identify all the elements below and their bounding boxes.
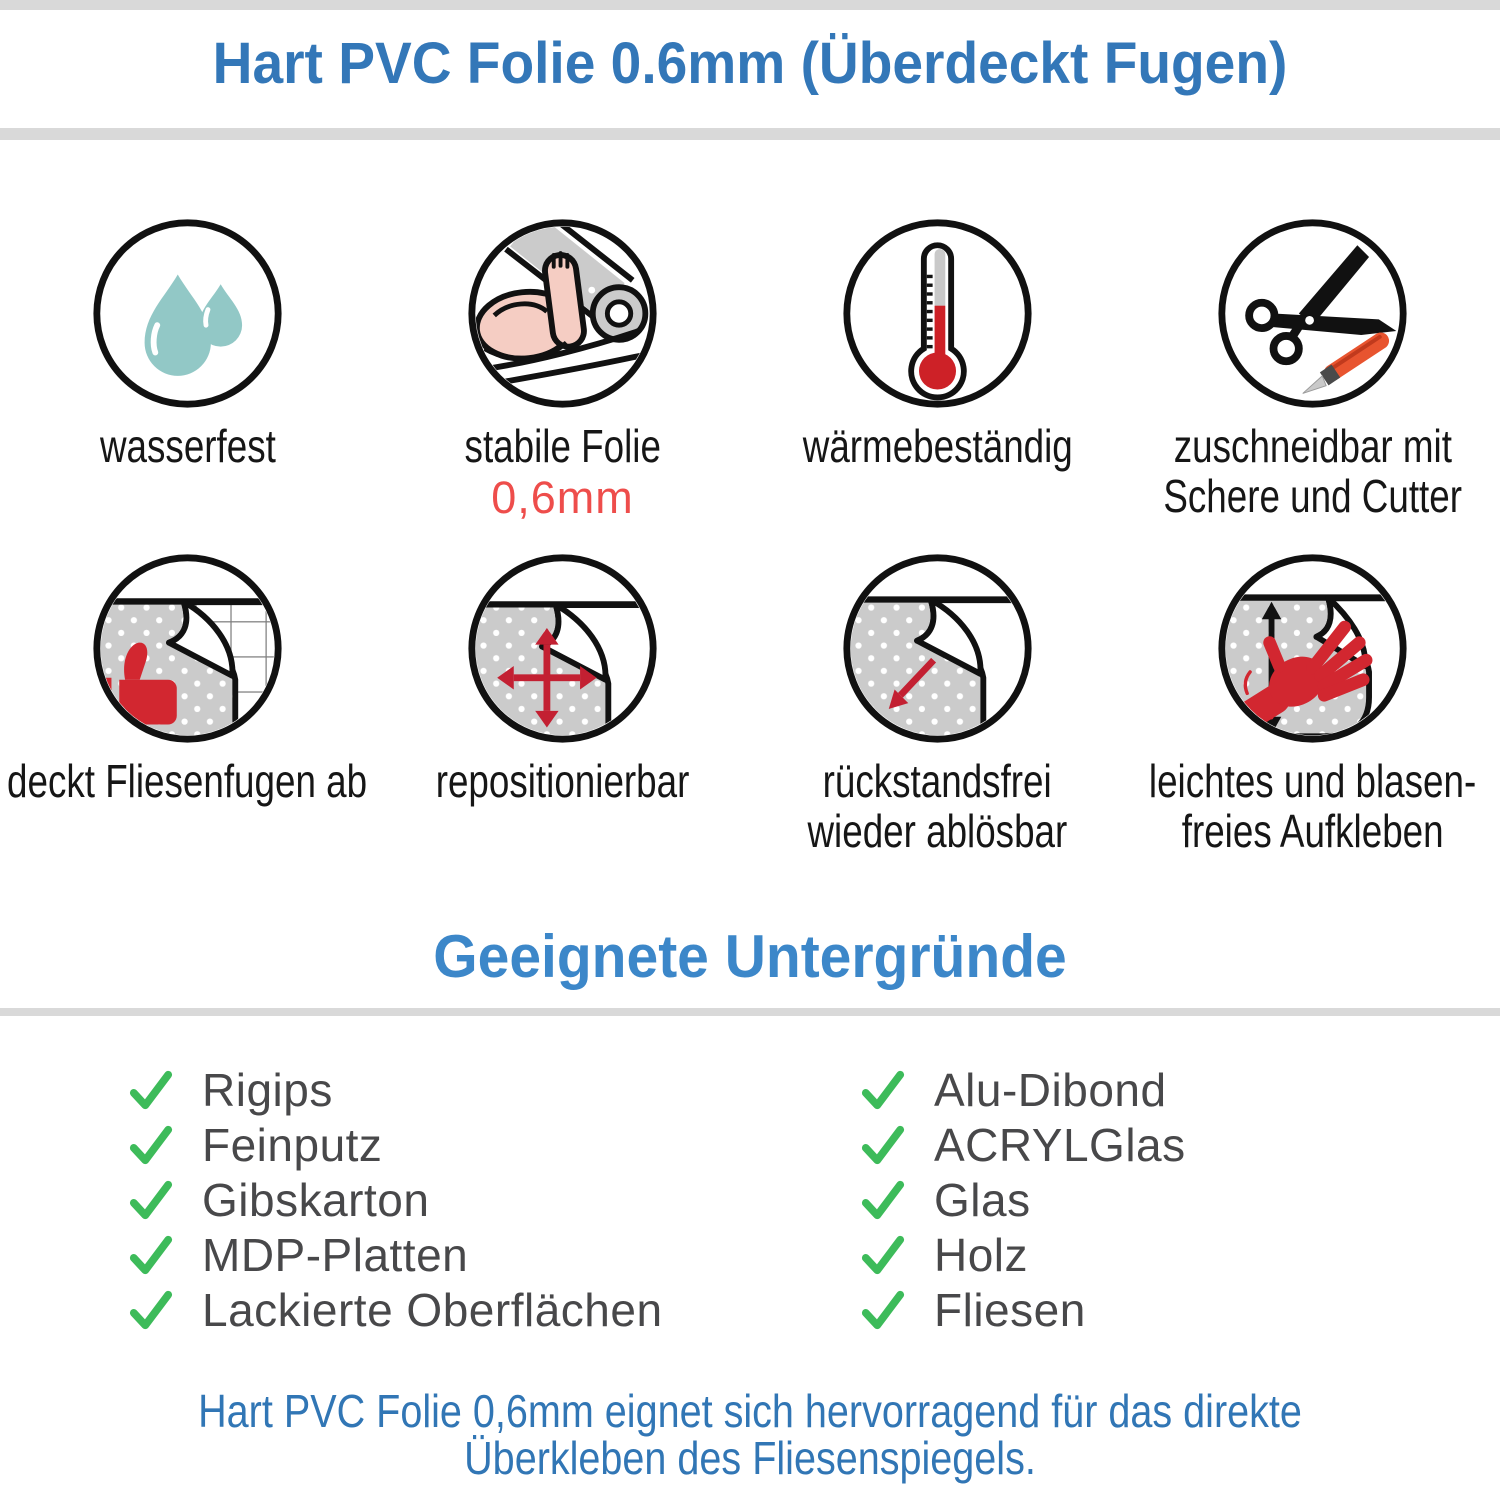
list-item: Alu-Dibond xyxy=(860,1062,1186,1117)
list-item: Fliesen xyxy=(860,1282,1186,1337)
divider-bar-under-heading xyxy=(0,1008,1500,1016)
water-drops-icon xyxy=(93,219,282,408)
list-item-label: ACRYLGlas xyxy=(934,1118,1186,1171)
feature-repositionierbar: repositionierbar xyxy=(375,523,750,856)
feature-grid: wasserfest xyxy=(0,150,1500,856)
substrates-column-left: Rigips Feinputz Gibskarton MDP-Platten L… xyxy=(128,1062,663,1337)
peel-off-arrow-icon xyxy=(843,554,1032,743)
list-item: Lackierte Oberflächen xyxy=(128,1282,663,1337)
check-icon xyxy=(861,1290,905,1329)
check-icon xyxy=(129,1125,173,1164)
check-icon xyxy=(861,1180,905,1219)
page-title: Hart PVC Folie 0.6mm (Überdeckt Fugen) xyxy=(212,31,1288,96)
feature-wasserfest: wasserfest xyxy=(0,150,375,523)
feature-leichtes-aufkleben: leichtes und blasen- freies Aufkleben xyxy=(1125,523,1500,856)
list-item: Gibskarton xyxy=(128,1172,663,1227)
feature-caption: leichtes und blasen- xyxy=(1148,755,1477,807)
list-item: Holz xyxy=(860,1227,1186,1282)
list-item-label: Fliesen xyxy=(934,1283,1086,1336)
check-icon xyxy=(861,1235,905,1274)
check-icon xyxy=(861,1070,905,1109)
list-item-label: Holz xyxy=(934,1228,1029,1281)
list-item-label: Glas xyxy=(934,1173,1031,1226)
list-item: MDP-Platten xyxy=(128,1227,663,1282)
feature-caption: repositionierbar xyxy=(435,755,690,807)
feature-caption: wieder ablösbar xyxy=(807,805,1068,857)
strong-arm-foil-roll-icon xyxy=(468,219,657,408)
feature-caption: freies Aufkleben xyxy=(1181,805,1444,857)
feature-caption: wasserfest xyxy=(99,420,276,472)
feature-waermebestaendig: wärmebeständig xyxy=(750,150,1125,523)
check-icon xyxy=(129,1290,173,1329)
scissors-cutter-icon xyxy=(1218,219,1407,408)
feature-deckt-fliesenfugen: deckt Fliesenfugen ab xyxy=(0,523,375,856)
feature-zuschneidbar: zuschneidbar mit Schere und Cutter xyxy=(1125,150,1500,523)
list-item-label: Rigips xyxy=(202,1063,333,1116)
check-icon xyxy=(129,1180,173,1219)
move-arrows-icon xyxy=(468,554,657,743)
feature-caption: rückstandsfrei xyxy=(822,755,1053,807)
list-item-label: Alu-Dibond xyxy=(934,1063,1167,1116)
thickness-highlight: 0,6mm xyxy=(491,472,634,523)
check-icon xyxy=(129,1235,173,1274)
footer-line: Überkleben des Fliesenspiegels. xyxy=(464,1432,1036,1484)
list-item-label: Gibskarton xyxy=(202,1173,430,1226)
list-item: Glas xyxy=(860,1172,1186,1227)
footer-line: Hart PVC Folie 0,6mm eignet sich hervorr… xyxy=(198,1385,1302,1437)
list-item: Feinputz xyxy=(128,1117,663,1172)
list-item: ACRYLGlas xyxy=(860,1117,1186,1172)
list-item-label: MDP-Platten xyxy=(202,1228,469,1281)
check-icon xyxy=(861,1125,905,1164)
feature-caption: deckt Fliesenfugen ab xyxy=(7,755,368,807)
check-icon xyxy=(129,1070,173,1109)
substrates-heading: Geeignete Untergründe xyxy=(433,923,1067,990)
feature-stabile-folie: stabile Folie 0,6mm xyxy=(375,150,750,523)
thermometer-icon xyxy=(843,219,1032,408)
thumbs-up-tiles-icon xyxy=(93,554,282,743)
divider-bar-under-title xyxy=(0,128,1500,140)
list-item-label: Feinputz xyxy=(202,1118,383,1171)
feature-caption: Schere und Cutter xyxy=(1163,470,1462,522)
hand-smoothing-icon xyxy=(1218,554,1407,743)
footer-note: Hart PVC Folie 0,6mm eignet sich hervorr… xyxy=(0,1388,1500,1482)
list-item-label: Lackierte Oberflächen xyxy=(202,1283,663,1336)
feature-caption: wärmebeständig xyxy=(802,420,1073,472)
substrates-column-right: Alu-Dibond ACRYLGlas Glas Holz Fliesen xyxy=(860,1062,1186,1337)
feature-caption: zuschneidbar mit xyxy=(1173,420,1452,472)
list-item: Rigips xyxy=(128,1062,663,1117)
feature-rueckstandsfrei: rückstandsfrei wieder ablösbar xyxy=(750,523,1125,856)
divider-bar-top xyxy=(0,0,1500,10)
feature-caption: stabile Folie xyxy=(464,420,661,472)
